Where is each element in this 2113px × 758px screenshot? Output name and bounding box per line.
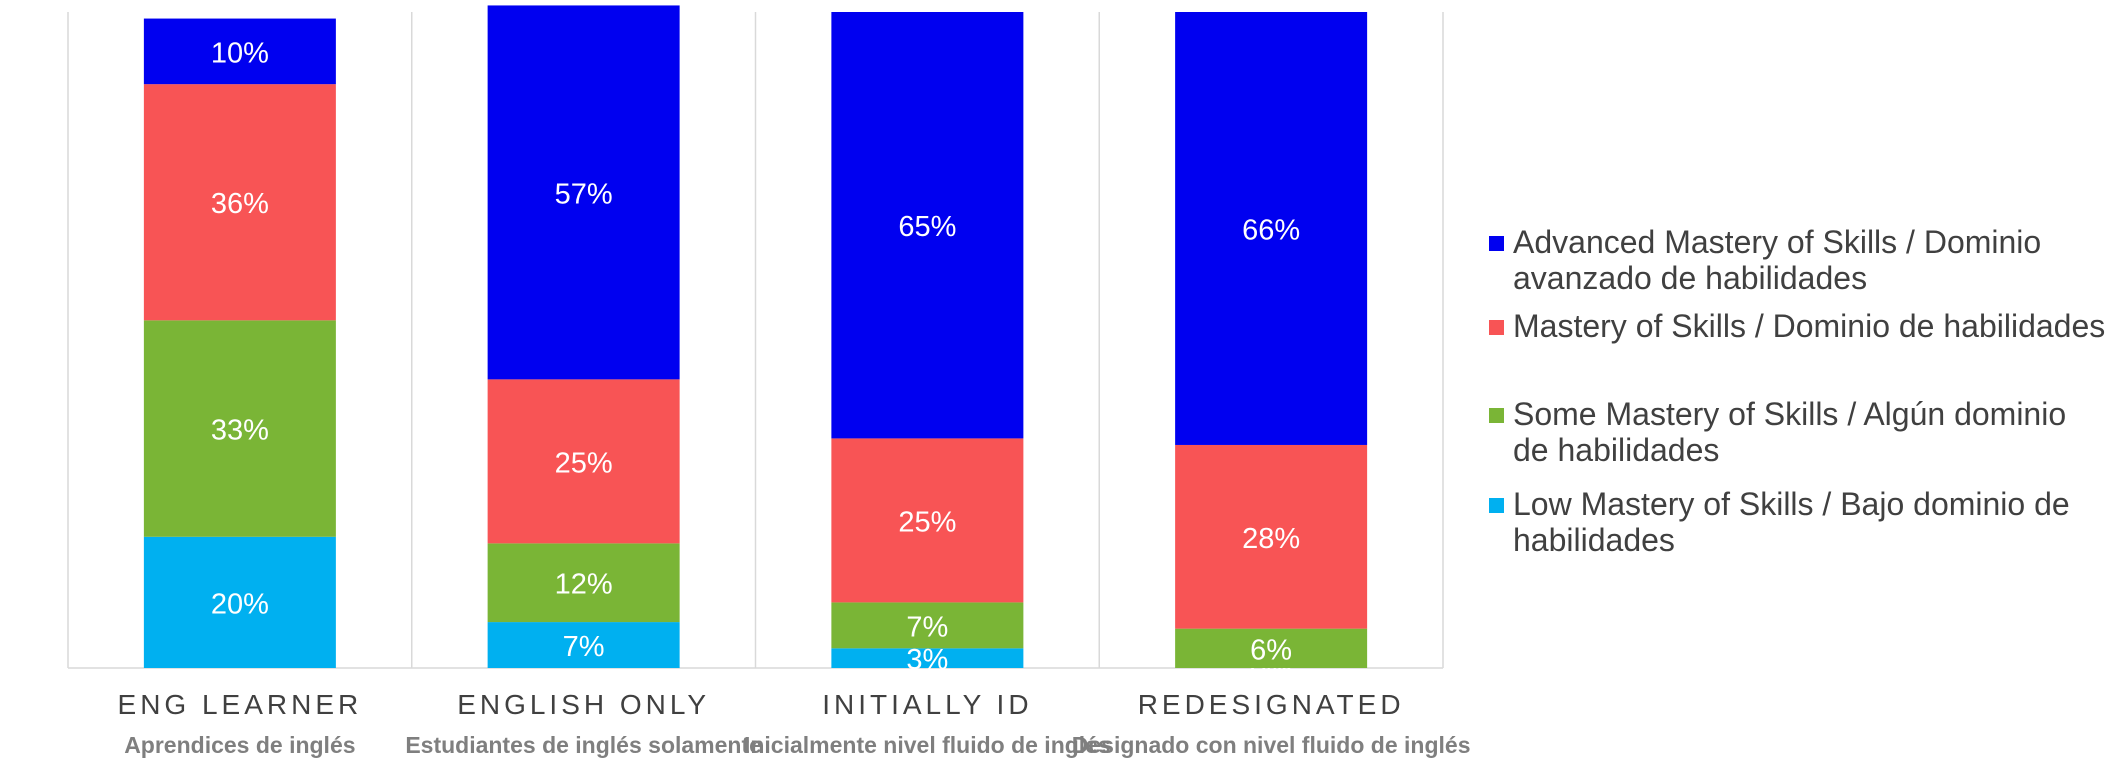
data-label: 28% [1242,523,1300,555]
legend-item: Mastery of Skills / Dominio de habilidad… [1489,308,2105,344]
data-label: 6% [1250,634,1292,666]
bar-segment [487,5,680,380]
bar-segment [487,622,680,668]
bar-segment [831,438,1024,603]
bar-segment [143,536,336,668]
bar-segment [1175,444,1368,629]
data-label: 33% [211,415,269,447]
bar-segment [487,543,680,623]
category-sublabel: Inicialmente nivel fluido de inglés [744,732,1111,758]
data-label: 3% [906,644,948,676]
bar-segment [831,12,1024,439]
data-label: 57% [555,178,613,210]
category-label: ENG LEARNER [118,689,363,720]
legend-label: Mastery of Skills / Dominio de habilidad… [1513,308,2106,344]
data-label: 66% [1242,214,1300,246]
legend-label: Low Mastery of Skills / Bajo dominio de … [1513,486,2070,558]
bar-segment [831,602,1024,649]
legend-item: Low Mastery of Skills / Bajo dominio de … [1489,486,2109,558]
bar-segment [1175,628,1368,668]
category-label: REDESIGNATED [1138,689,1405,720]
bar-segment [143,18,336,85]
legend-swatch [1489,320,1504,335]
legend-label: Advanced Mastery of Skills / Dominio ava… [1513,224,2042,296]
legend-item: Advanced Mastery of Skills / Dominio ava… [1489,224,2109,296]
legend-swatch [1489,236,1504,251]
data-label: 25% [555,447,613,479]
category-label: ENGLISH ONLY [457,689,710,720]
data-label: 7% [906,611,948,643]
data-label: 7% [563,631,605,663]
data-label: 36% [211,188,269,220]
category-sublabel: Aprendices de inglés [124,732,355,758]
data-label: 12% [555,569,613,601]
category-sublabel: Designado con nivel fluido de inglés [1072,732,1471,758]
data-label: 65% [898,211,956,243]
category-label: INITIALLY ID [822,689,1032,720]
bar-segment [831,648,1024,668]
bar-segment [143,84,336,321]
legend-swatch [1489,408,1504,423]
legend-label: Some Mastery of Skills / Algún dominio d… [1513,396,2067,468]
category-sublabel: Estudiantes de inglés solamente [405,732,762,758]
bar-segment [1175,12,1368,445]
data-label: 20% [211,588,269,620]
legend-item: Some Mastery of Skills / Algún dominio d… [1489,396,2109,468]
data-label: 10% [211,37,269,69]
bar-segment [143,320,336,537]
legend-swatch [1489,498,1504,513]
bar-segment [487,379,680,544]
data-label: 25% [898,506,956,538]
